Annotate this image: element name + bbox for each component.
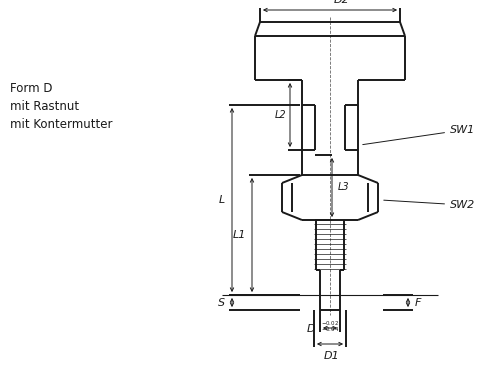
Text: L3: L3	[338, 183, 349, 193]
Text: D2: D2	[334, 0, 350, 5]
Text: L2: L2	[274, 110, 286, 120]
Text: mit Rastnut: mit Rastnut	[10, 100, 79, 113]
Text: Form D: Form D	[10, 82, 52, 95]
Text: $^{-0.02}_{-0.04}$: $^{-0.02}_{-0.04}$	[321, 320, 339, 335]
Text: F: F	[415, 298, 422, 307]
Text: D: D	[306, 324, 315, 334]
Text: S: S	[218, 298, 225, 307]
Text: mit Kontermutter: mit Kontermutter	[10, 118, 113, 131]
Text: D1: D1	[324, 351, 340, 361]
Text: L: L	[219, 195, 225, 205]
Text: SW1: SW1	[363, 125, 475, 145]
Text: L1: L1	[232, 230, 246, 240]
Text: SW2: SW2	[384, 200, 475, 210]
